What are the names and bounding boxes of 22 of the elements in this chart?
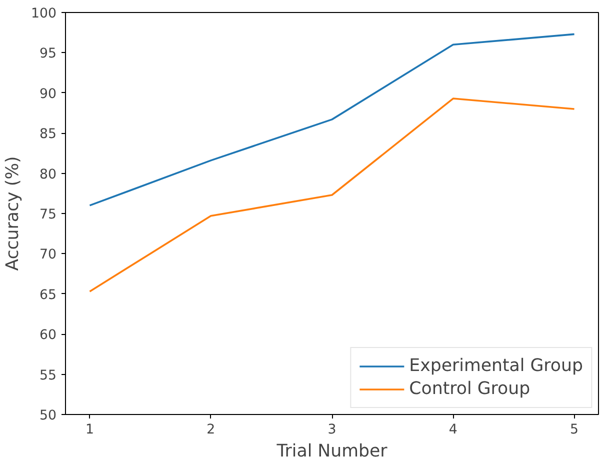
- y-tick-label: 50: [40, 408, 57, 424]
- y-tick-label: 75: [40, 208, 57, 222]
- legend-label: Experimental Group: [409, 356, 583, 376]
- y-axis-title: Accuracy (%): [3, 156, 24, 271]
- y-tick-label: 60: [40, 328, 57, 344]
- x-tick-label: 2: [206, 422, 216, 438]
- y-tick-label: 55: [40, 368, 57, 384]
- y-tick-label: 85: [40, 127, 57, 142]
- legend-label: Control Group: [409, 379, 530, 399]
- y-tick-label: 90: [40, 86, 57, 102]
- line-series: [88, 33, 576, 206]
- x-tick-label: 4: [448, 422, 458, 438]
- y-tick-label: 70: [40, 248, 57, 263]
- x-tick-label: 5: [570, 422, 579, 438]
- x-axis-title: Trial Number: [276, 442, 388, 462]
- y-tick-label: 95: [40, 46, 57, 62]
- line-series: [88, 98, 576, 292]
- y-tick-label: 100: [31, 6, 57, 22]
- x-tick-label: 3: [328, 422, 336, 438]
- x-tick-label: 1: [85, 422, 94, 438]
- y-tick-label: 80: [40, 167, 57, 182]
- y-tick-label: 65: [40, 288, 57, 303]
